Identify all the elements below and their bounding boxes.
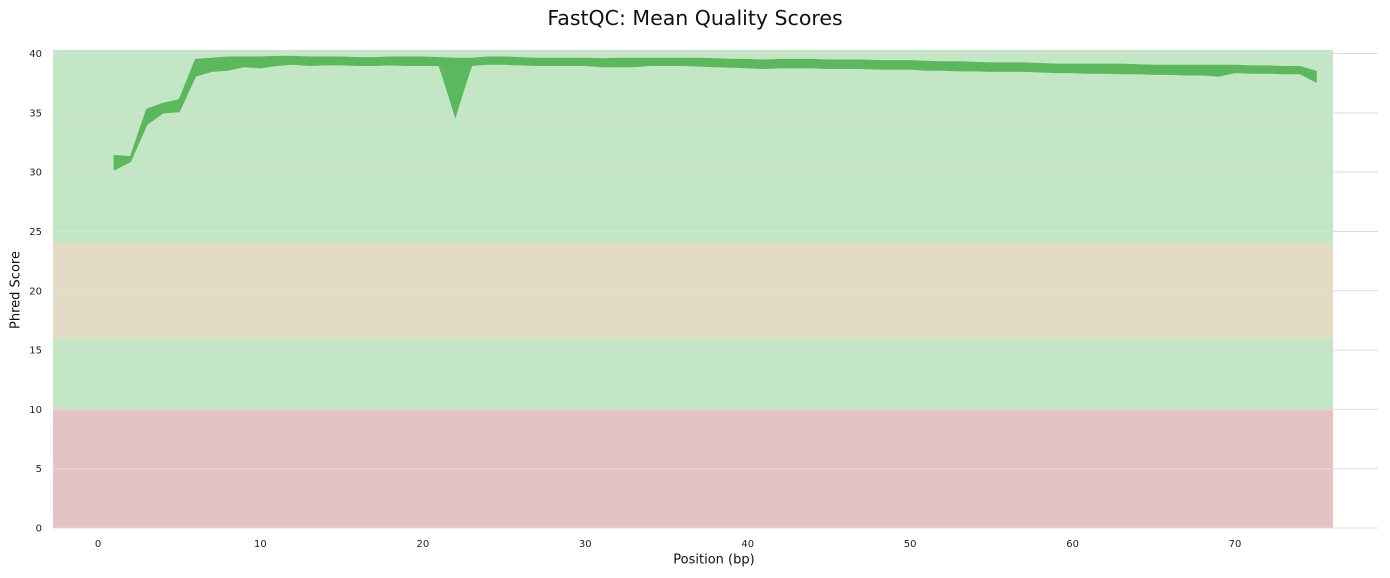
y-tick-label-30: 30 <box>29 168 42 179</box>
y-tick-label-10: 10 <box>29 405 42 416</box>
x-axis-label: Position (bp) <box>673 552 755 568</box>
y-tick-label-15: 15 <box>29 346 42 357</box>
quality-series <box>113 55 1317 171</box>
grid-lines <box>53 53 1378 529</box>
y-tick-label-25: 25 <box>29 227 42 238</box>
y-tick-labels: 0 5 10 15 20 25 30 35 40 <box>29 49 42 534</box>
x-tick-label-0: 0 <box>95 539 101 550</box>
y-tick-label-0: 0 <box>36 524 42 535</box>
quality-band-3 <box>53 50 1333 244</box>
outlier-series-line-2 <box>440 61 474 114</box>
quality-band-1 <box>53 338 1333 410</box>
y-tick-label-40: 40 <box>29 49 42 60</box>
x-tick-label-60: 60 <box>1066 539 1079 550</box>
y-tick-label-5: 5 <box>36 464 42 475</box>
x-tick-labels: 0 10 20 30 40 50 60 70 <box>95 539 1242 550</box>
outlier-series-line <box>438 61 473 119</box>
series-envelope <box>113 55 1317 171</box>
quality-bands <box>53 50 1333 528</box>
y-tick-label-35: 35 <box>29 108 42 119</box>
chart-title: FastQC: Mean Quality Scores <box>547 6 843 30</box>
x-tick-label-20: 20 <box>416 539 429 550</box>
y-tick-label-20: 20 <box>29 286 42 297</box>
x-tick-label-30: 30 <box>579 539 592 550</box>
x-tick-label-40: 40 <box>741 539 754 550</box>
x-tick-label-70: 70 <box>1229 539 1242 550</box>
x-tick-label-50: 50 <box>904 539 917 550</box>
x-tick-label-10: 10 <box>254 539 267 550</box>
